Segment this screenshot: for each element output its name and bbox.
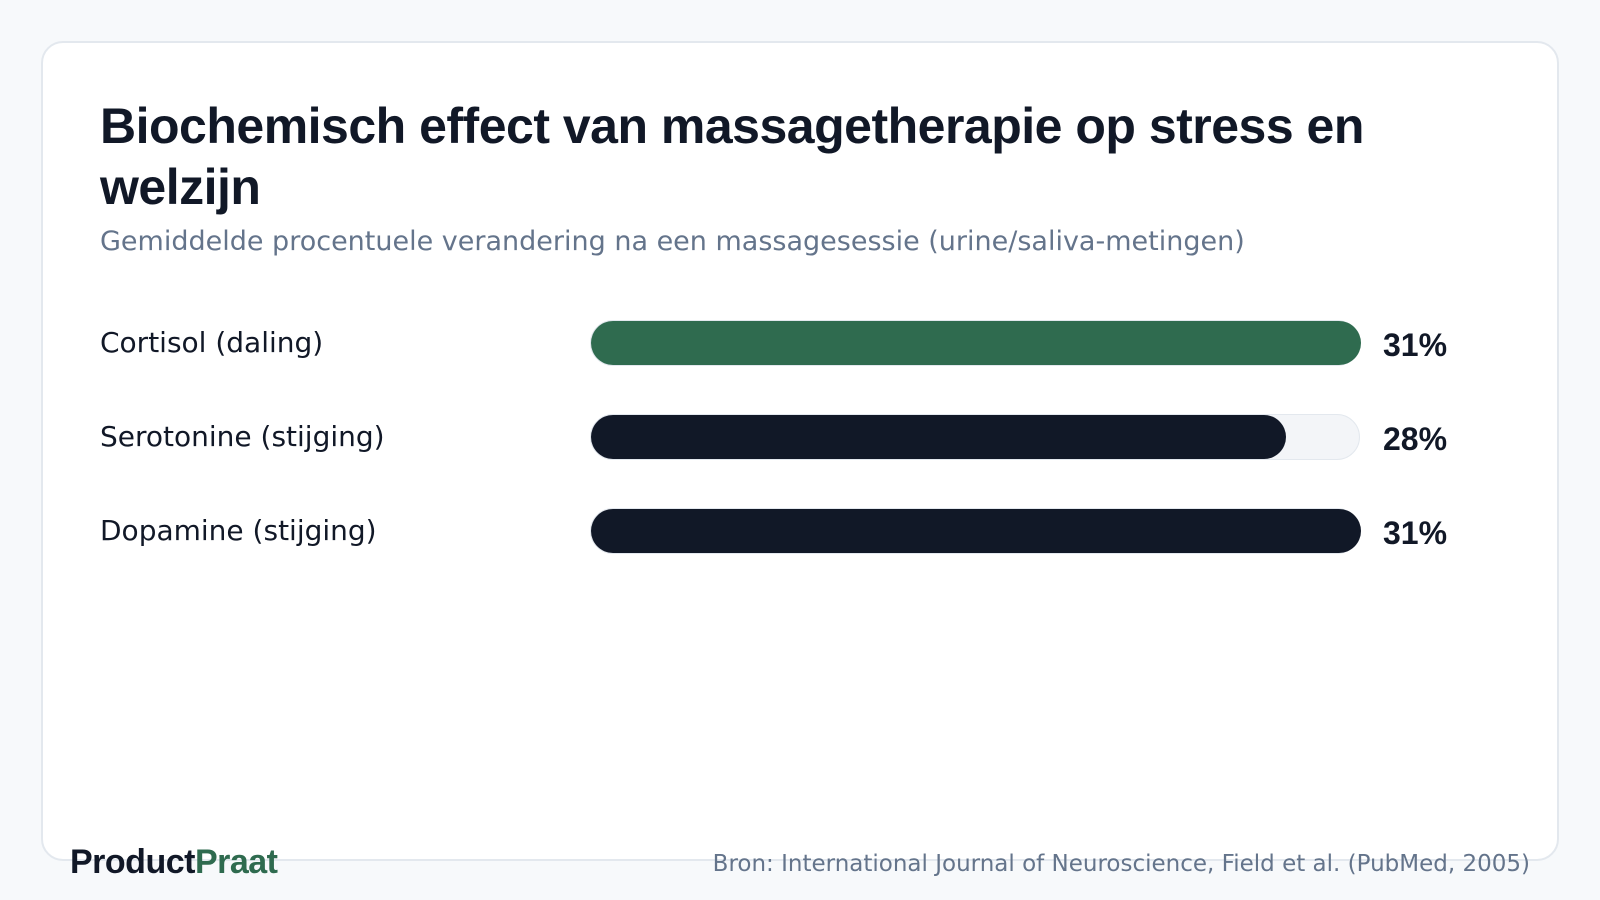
bar-row: Cortisol (daling) 31% bbox=[0, 320, 1600, 366]
bar-value-label: 31% bbox=[1383, 515, 1448, 551]
bar bbox=[591, 321, 1361, 365]
bar-value-label: 28% bbox=[1383, 421, 1448, 457]
bar bbox=[591, 509, 1361, 553]
bar-label: Serotonine (stijging) bbox=[100, 420, 385, 453]
chart-subtitle: Gemiddelde procentuele verandering na ee… bbox=[100, 226, 1245, 257]
bar-row: Dopamine (stijging) 31% bbox=[0, 508, 1600, 554]
bar bbox=[591, 415, 1286, 459]
bar-label: Cortisol (daling) bbox=[100, 326, 324, 359]
bar-track bbox=[590, 414, 1360, 460]
brand-logo: ProductPraat bbox=[70, 842, 278, 882]
bar-track bbox=[590, 508, 1361, 554]
source-note: Bron: International Journal of Neuroscie… bbox=[712, 851, 1530, 877]
bar-value-label: 31% bbox=[1383, 327, 1448, 363]
bar-label: Dopamine (stijging) bbox=[100, 514, 377, 547]
brand-logo-part1: Product bbox=[70, 843, 195, 881]
chart-title: Biochemisch effect van massagetherapie o… bbox=[100, 98, 1364, 215]
bar-row: Serotonine (stijging) 28% bbox=[0, 414, 1600, 460]
bar-track bbox=[590, 320, 1361, 366]
brand-logo-part2: Praat bbox=[194, 843, 278, 881]
